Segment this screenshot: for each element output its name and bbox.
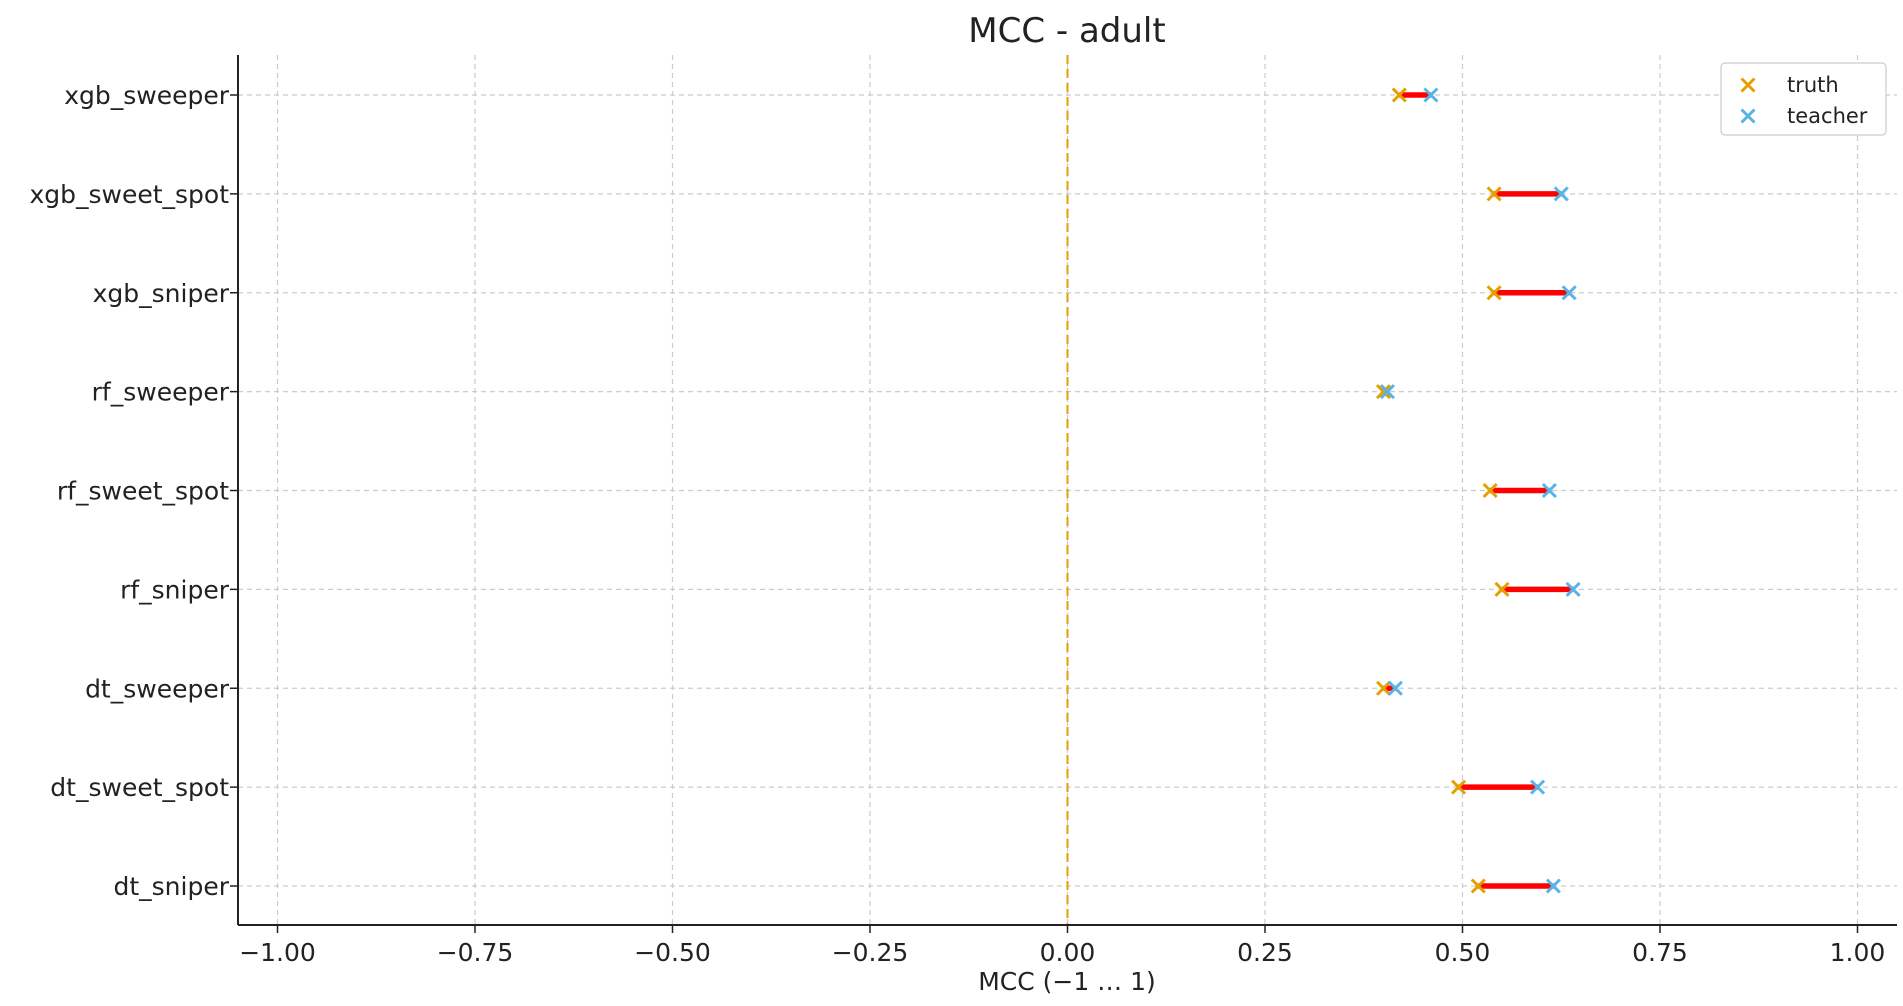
teacher-point-rf_sweet_spot xyxy=(1541,482,1557,499)
truth-point-rf_sweeper xyxy=(1375,384,1392,400)
teacher-point-xgb_sniper xyxy=(1561,285,1577,301)
legend-label-truth: truth xyxy=(1787,73,1839,97)
teacher-point-rf_sniper xyxy=(1565,581,1581,597)
legend-label-teacher: teacher xyxy=(1787,104,1868,128)
x-tick-label: 0.75 xyxy=(1632,938,1688,967)
teacher-point-dt_sweet_spot xyxy=(1529,779,1546,795)
x-tick-label: 0.50 xyxy=(1435,938,1491,967)
truth-point-dt_sweeper xyxy=(1375,680,1392,696)
truth-point-xgb_sweet_spot xyxy=(1486,186,1502,202)
y-tick-label: dt_sweeper xyxy=(85,674,230,703)
x-tick-label: 1.00 xyxy=(1830,938,1886,967)
legend-box xyxy=(1720,62,1887,136)
truth-point-xgb_sweeper xyxy=(1391,87,1407,103)
y-tick-label: rf_sniper xyxy=(120,575,230,604)
chart-title: MCC - adult xyxy=(968,11,1165,51)
truth-point-xgb_sniper xyxy=(1486,285,1502,301)
legend-marker-teacher xyxy=(1740,108,1756,124)
x-tick-label: 0.00 xyxy=(1040,938,1096,967)
truth-point-rf_sniper xyxy=(1494,581,1510,597)
teacher-point-xgb_sweeper xyxy=(1423,87,1439,103)
teacher-point-dt_sweeper xyxy=(1387,680,1403,696)
truth-point-dt_sniper xyxy=(1470,878,1486,894)
teacher-point-dt_sniper xyxy=(1545,878,1561,894)
y-tick-label: dt_sniper xyxy=(113,872,229,901)
y-tick-label: xgb_sniper xyxy=(93,279,230,308)
truth-point-dt_sweet_spot xyxy=(1450,779,1467,795)
x-axis-label: MCC (−1 … 1) xyxy=(978,967,1156,996)
y-tick-label: rf_sweeper xyxy=(92,378,230,407)
x-tick-label: −0.25 xyxy=(832,938,909,967)
teacher-point-rf_sweeper xyxy=(1379,384,1396,400)
truth-point-rf_sweet_spot xyxy=(1482,482,1498,499)
y-tick-label: rf_sweet_spot xyxy=(57,477,229,506)
teacher-point-xgb_sweet_spot xyxy=(1553,186,1569,202)
y-tick-label: xgb_sweet_spot xyxy=(29,180,229,209)
x-tick-label: −0.75 xyxy=(437,938,514,967)
legend-marker-truth xyxy=(1740,77,1756,93)
y-tick-label: dt_sweet_spot xyxy=(50,773,229,802)
x-tick-label: −1.00 xyxy=(239,938,316,967)
y-tick-label: xgb_sweeper xyxy=(64,81,230,110)
x-tick-label: 0.25 xyxy=(1237,938,1293,967)
x-tick-label: −0.50 xyxy=(634,938,711,967)
